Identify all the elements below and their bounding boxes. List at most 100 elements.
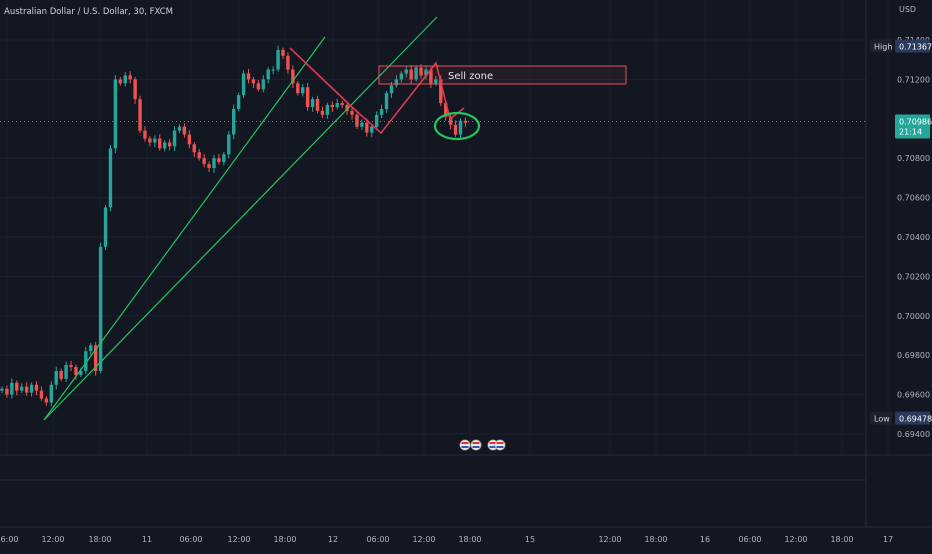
candle-body — [350, 110, 354, 115]
high-badge-value: 0.71367 — [899, 43, 932, 52]
candle-body — [34, 384, 39, 391]
candle-body — [39, 390, 44, 399]
candle-body — [448, 116, 453, 125]
candle-body — [79, 370, 83, 375]
candle-body — [453, 124, 458, 135]
candle-body — [212, 158, 216, 169]
candle-body — [128, 75, 132, 80]
time-tick-label: 16 — [700, 535, 710, 544]
candle-body — [414, 67, 418, 80]
candle-body — [256, 83, 261, 90]
price-tick-label: 0.69800 — [897, 351, 930, 360]
candle-body — [291, 69, 295, 84]
price-tick-label: 0.70200 — [897, 272, 930, 281]
candle-body — [133, 79, 137, 100]
candle-body — [236, 95, 241, 109]
zigzag-pattern — [289, 47, 465, 135]
symbol-title: Australian Dollar / U.S. Dollar, 30, FXC… — [4, 7, 173, 17]
time-tick-label: 12:00 — [784, 535, 807, 544]
event-flag-circle — [494, 439, 506, 451]
candle-body — [345, 105, 349, 111]
candle-body — [335, 103, 339, 107]
candle-body — [399, 73, 404, 80]
candle-body — [370, 126, 374, 133]
candle-body — [409, 69, 413, 80]
candle-body — [192, 144, 196, 153]
high-badge-label: High — [874, 43, 892, 52]
event-flag-stripe — [461, 442, 469, 444]
high-badge-label-bg — [870, 39, 892, 53]
trendline — [43, 36, 326, 421]
event-flag-stripe — [472, 446, 480, 448]
candle-body — [296, 83, 300, 94]
highlight-ellipse — [433, 111, 481, 141]
candle-body — [384, 93, 389, 109]
candle-body — [24, 386, 29, 393]
time-axis[interactable]: 06:00 12:00 18:00 11 06:00 12:00 18:00 12 06:00 1… — [0, 535, 893, 544]
candle-body — [153, 138, 157, 143]
candle-body — [118, 79, 123, 84]
candle-body — [355, 114, 359, 127]
event-flag-stripe — [489, 442, 497, 444]
candle-body — [310, 99, 315, 107]
time-tick-label: 06:00 — [738, 535, 761, 544]
price-axis[interactable]: 0.714000.712000.708000.706000.704000.702… — [897, 5, 930, 439]
high-badge-bg — [895, 39, 930, 53]
time-tick-label: 06:00 — [0, 535, 19, 544]
time-tick-label: 11 — [142, 535, 152, 544]
candle-body — [419, 67, 423, 76]
low-badge-label: Low — [874, 415, 890, 424]
event-flag-icon — [459, 439, 471, 451]
time-tick-label: 12:00 — [412, 535, 435, 544]
candle-body — [261, 79, 265, 90]
current-price-badge — [895, 114, 930, 139]
candle-body — [207, 164, 211, 169]
candle-body — [227, 134, 231, 155]
price-tick-label: 0.69400 — [897, 430, 930, 439]
event-flag-icon — [470, 439, 482, 451]
candle-body — [64, 365, 68, 379]
low-badge-bg — [895, 411, 930, 425]
candle-body — [394, 79, 399, 86]
candle-body — [113, 79, 118, 149]
event-flag-stripe — [496, 442, 504, 444]
event-flag-circle — [459, 439, 471, 451]
time-tick-label: 18:00 — [830, 535, 853, 544]
event-flag-stripe — [496, 446, 504, 448]
candle-body — [138, 99, 142, 131]
trendline — [43, 16, 438, 421]
price-tick-label: 0.70000 — [897, 312, 930, 321]
candle-body — [84, 351, 88, 371]
candle-body — [404, 69, 408, 74]
drawings[interactable]: Sell zone — [43, 16, 627, 421]
candle-body — [389, 85, 394, 94]
candle-body — [320, 110, 325, 115]
candle-body — [463, 120, 468, 123]
candle-body — [458, 120, 463, 135]
candle-body — [232, 108, 236, 135]
candle-body — [439, 79, 443, 104]
candle-body — [271, 69, 275, 71]
candle-body — [325, 105, 330, 115]
grid — [0, 0, 932, 528]
candle-body — [246, 73, 251, 80]
candle-body — [424, 69, 428, 76]
price-badges: Australian Dollar / U.S. Dollar, 30, FXC… — [0, 7, 932, 451]
candle-body — [444, 103, 448, 117]
candle-body — [108, 148, 113, 208]
event-flag-stripe — [472, 442, 480, 444]
price-tick-label: 0.69600 — [897, 391, 930, 400]
candle-body — [74, 367, 78, 375]
sell-zone-box — [378, 65, 627, 85]
time-tick-label: 18:00 — [88, 535, 111, 544]
time-tick-label: 17 — [883, 535, 893, 544]
low-badge-value: 0.69478 — [899, 415, 932, 424]
candle-body — [202, 158, 206, 165]
candle-body — [177, 126, 182, 131]
candle-body — [98, 246, 103, 371]
sell-zone-label: Sell zone — [448, 71, 493, 82]
candle-body — [123, 75, 127, 84]
candle-body — [360, 122, 364, 127]
time-tick-label: 18:00 — [458, 535, 481, 544]
